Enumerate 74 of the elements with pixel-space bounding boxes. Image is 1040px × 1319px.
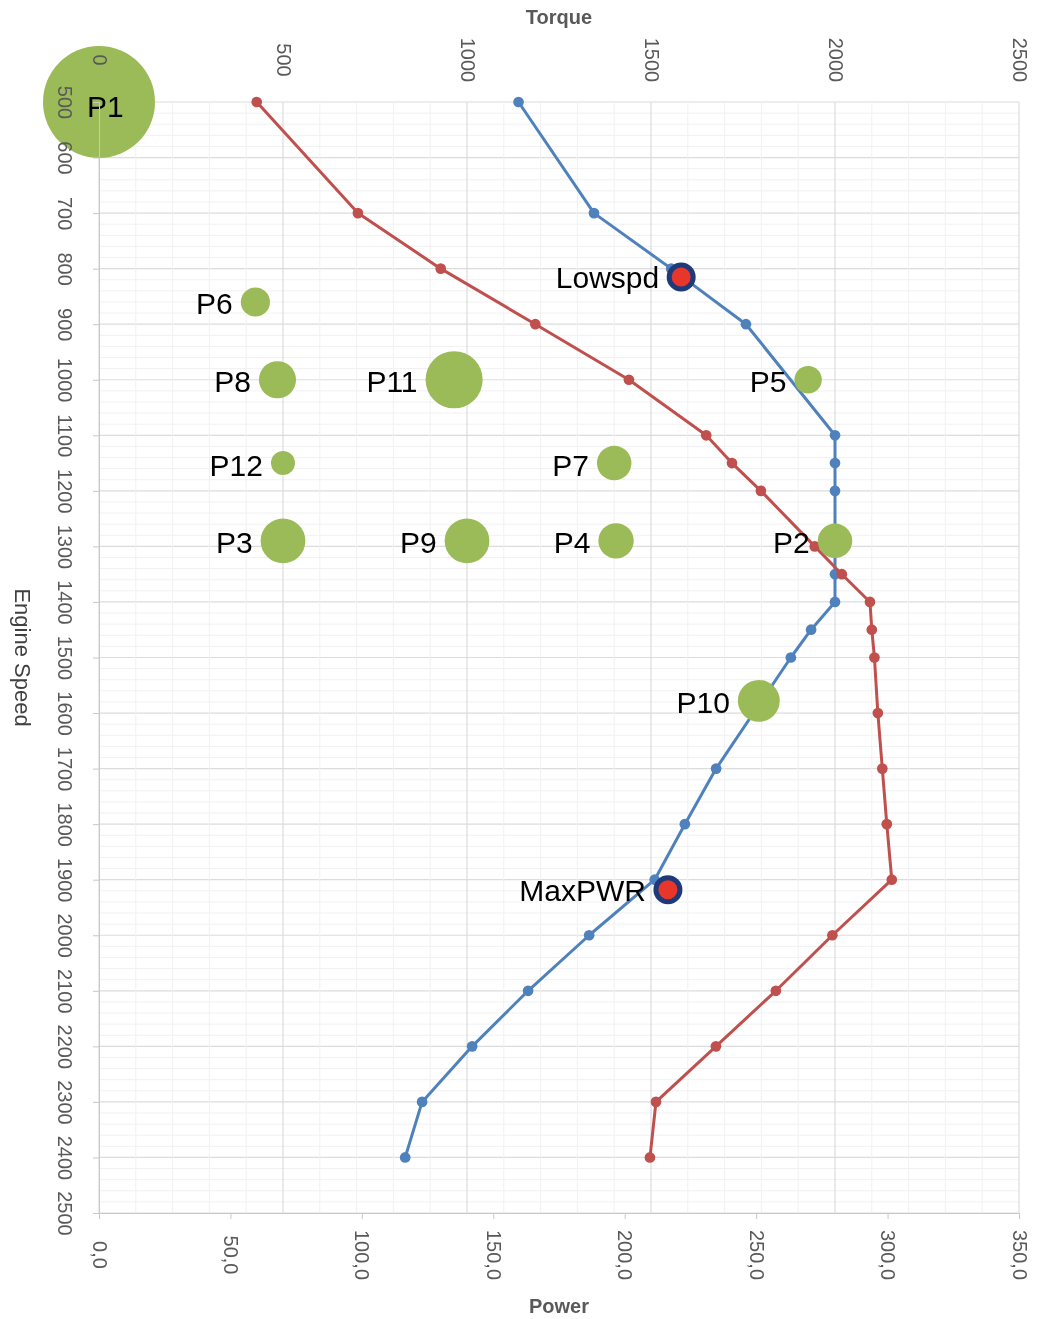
point (827, 929, 838, 941)
series-label: P3 (215, 526, 253, 560)
y-tick-label: 800 (54, 252, 76, 286)
x2-tick-label: 2500 (1008, 37, 1031, 83)
y-tick-label: 1300 (54, 524, 76, 570)
y-tick-label: 2500 (54, 1191, 76, 1236)
y-tick-label: 1200 (54, 469, 76, 514)
y-tick-label: 2400 (54, 1135, 76, 1181)
point (529, 318, 541, 330)
y-tick-label: 500 (54, 85, 76, 120)
point (864, 596, 876, 608)
point (700, 429, 712, 441)
point (872, 707, 884, 719)
series-label: P7 (552, 448, 589, 482)
x-tick-label: 50,0 (219, 1235, 242, 1275)
x2-tick-label: 1500 (640, 37, 663, 83)
point (809, 541, 821, 552)
series-label: P10 (676, 686, 730, 720)
point (755, 485, 767, 497)
series-label: P1 (87, 89, 124, 123)
x-tick-label: 0,0 (88, 1241, 111, 1269)
x-tick-label: 100,0 (351, 1229, 374, 1281)
x2-tick-label: 1000 (456, 37, 479, 83)
y-tick-label: 1800 (54, 802, 76, 847)
x-tick-label: 300,0 (877, 1229, 900, 1281)
series-label: P4 (553, 526, 591, 560)
y-tick-label: 2100 (54, 969, 76, 1014)
point (836, 568, 848, 580)
y-tick-label: 2200 (54, 1024, 76, 1070)
point (650, 1096, 662, 1108)
series-label: P12 (209, 448, 263, 482)
point (623, 374, 635, 386)
point (710, 1041, 722, 1052)
series-label: P11 (366, 365, 418, 399)
y-tick-label: 1900 (54, 857, 76, 903)
y-tick-label: 1400 (54, 580, 76, 625)
point (876, 763, 888, 774)
x-tick-label: 350,0 (1008, 1229, 1031, 1281)
point (866, 624, 878, 636)
y-tick-label: 1100 (54, 414, 76, 458)
series-label: MaxPWR (519, 874, 646, 908)
point (770, 985, 782, 997)
y-tick-label: 2300 (54, 1080, 76, 1125)
point (644, 1152, 656, 1163)
series-label: P2 (773, 526, 810, 560)
point (435, 263, 447, 274)
x-axis-title: Power (528, 1295, 590, 1317)
point (881, 818, 893, 830)
y-tick-label: 1600 (54, 691, 76, 736)
y-tick-label: 600 (54, 141, 76, 175)
y-tick-label: 700 (54, 196, 76, 231)
y-axis-title: Engine Speed (9, 588, 35, 727)
y-tick-label: 1500 (54, 635, 76, 681)
y-tick-label: 1700 (54, 746, 76, 792)
point (726, 457, 738, 469)
point (251, 96, 263, 108)
x-tick-label: 150,0 (482, 1229, 505, 1281)
x2-axis-title: Torque (525, 6, 593, 28)
x2-tick-label: 0 (88, 54, 111, 66)
point (352, 207, 364, 219)
series-label: P8 (214, 365, 251, 399)
x2-tick-label: 500 (272, 43, 295, 77)
series-label: P6 (196, 287, 233, 321)
y-tick-label: 900 (54, 308, 76, 342)
point (869, 652, 880, 663)
y-tick-label: 1000 (54, 358, 76, 403)
y-tick-label: 2000 (54, 913, 76, 958)
series-label: Lowspd (555, 261, 660, 295)
series-label: P5 (749, 365, 787, 399)
point (886, 874, 898, 886)
x2-tick-label: 2000 (824, 37, 847, 83)
x-tick-label: 250,0 (745, 1229, 768, 1281)
series-label: P9 (399, 526, 437, 560)
x-tick-label: 200,0 (614, 1229, 637, 1281)
